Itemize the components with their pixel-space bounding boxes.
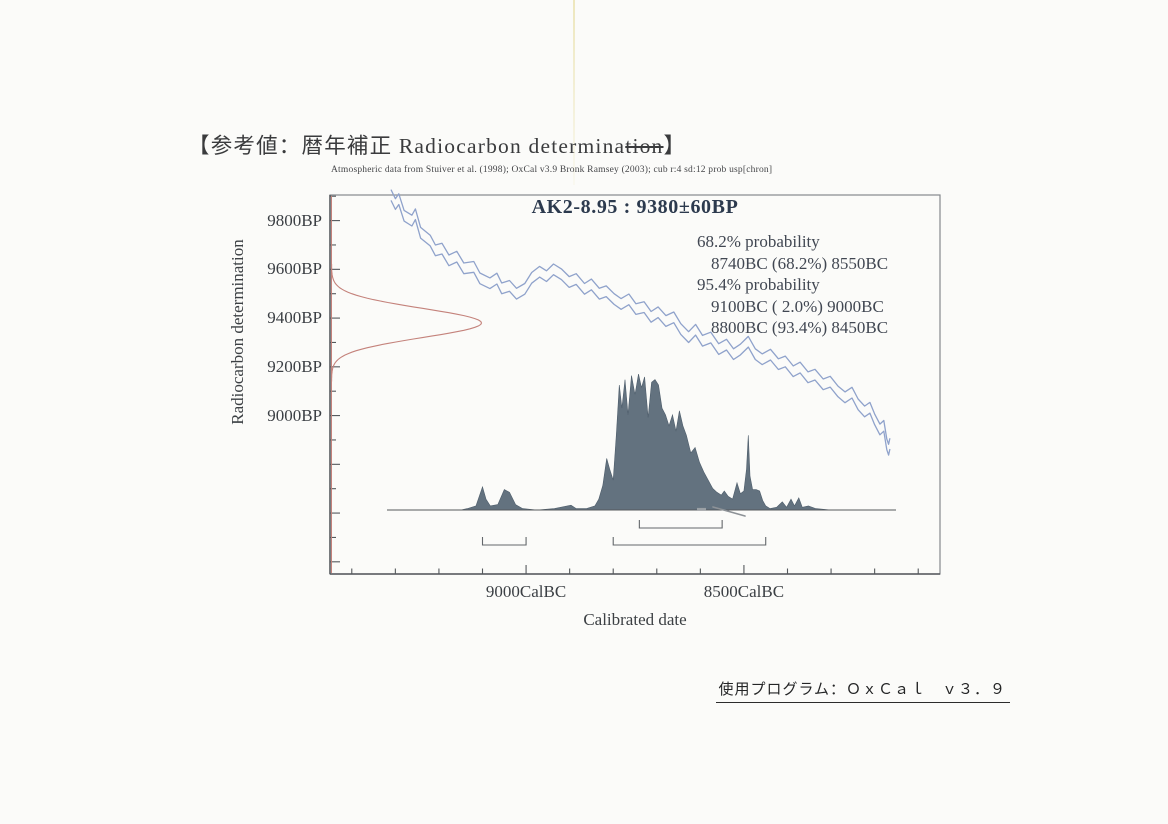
x-axis-title: Calibrated date <box>583 610 687 629</box>
calibration-curve-line <box>390 189 891 445</box>
y-tick-label: 9200BP <box>267 356 322 376</box>
page-title-suffix: 】 <box>663 134 687 158</box>
y-tick-label: 9600BP <box>267 259 322 279</box>
calibrated-distribution <box>460 374 832 511</box>
page-title-struck-text: tion <box>625 134 664 158</box>
probability-line: 8740BC (68.2%) 8550BC <box>711 253 889 273</box>
scan-artifacts <box>697 506 746 517</box>
y-tick-label: 9400BP <box>267 308 322 328</box>
scan-fold-line <box>573 0 575 185</box>
range-bracket-68.2% <box>638 520 723 529</box>
x-tick-label: 8500CalBC <box>703 582 785 601</box>
chart-attribution: Atmospheric data from Stuiver et al. (19… <box>331 165 773 175</box>
probability-line: 8800BC (93.4%) 8450BC <box>711 318 889 338</box>
calibration-curve <box>390 189 891 456</box>
radiocarbon-gaussian <box>331 196 483 573</box>
probability-summary: 68.2% probability 8740BC (68.2%) 8550BC … <box>697 231 888 339</box>
y-tick-label: 9000BP <box>267 405 322 425</box>
pen-stroke-artifact <box>712 506 746 517</box>
probability-line: 68.2% probability <box>697 232 820 251</box>
x-axis-ticks <box>351 565 919 574</box>
page-title-prefix: 【参考値：暦年補正 Radiocarbon determina <box>188 134 626 158</box>
software-note: 使用プログラム：ＯｘＣａｌ ｖ３．９ <box>716 678 1010 703</box>
x-tick-label: 9000CalBC <box>485 582 567 601</box>
probability-line: 9100BC ( 2.0%) 9000BC <box>711 296 884 316</box>
gaussian-curve <box>331 263 483 382</box>
probability-range-brackets <box>481 520 767 546</box>
range-bracket-2.0% <box>481 537 527 546</box>
y-tick-label: 9800BP <box>267 210 322 230</box>
range-bracket-93.4% <box>612 537 767 546</box>
distribution-area <box>460 374 832 511</box>
calibration-curve-line <box>390 200 891 456</box>
probability-line: 95.4% probability <box>697 275 820 295</box>
chart-title: AK2-8.95 : 9380±60BP <box>531 196 739 218</box>
page-title: 【参考値：暦年補正 Radiocarbon determination】 <box>188 129 686 160</box>
chart-frame <box>329 194 941 575</box>
